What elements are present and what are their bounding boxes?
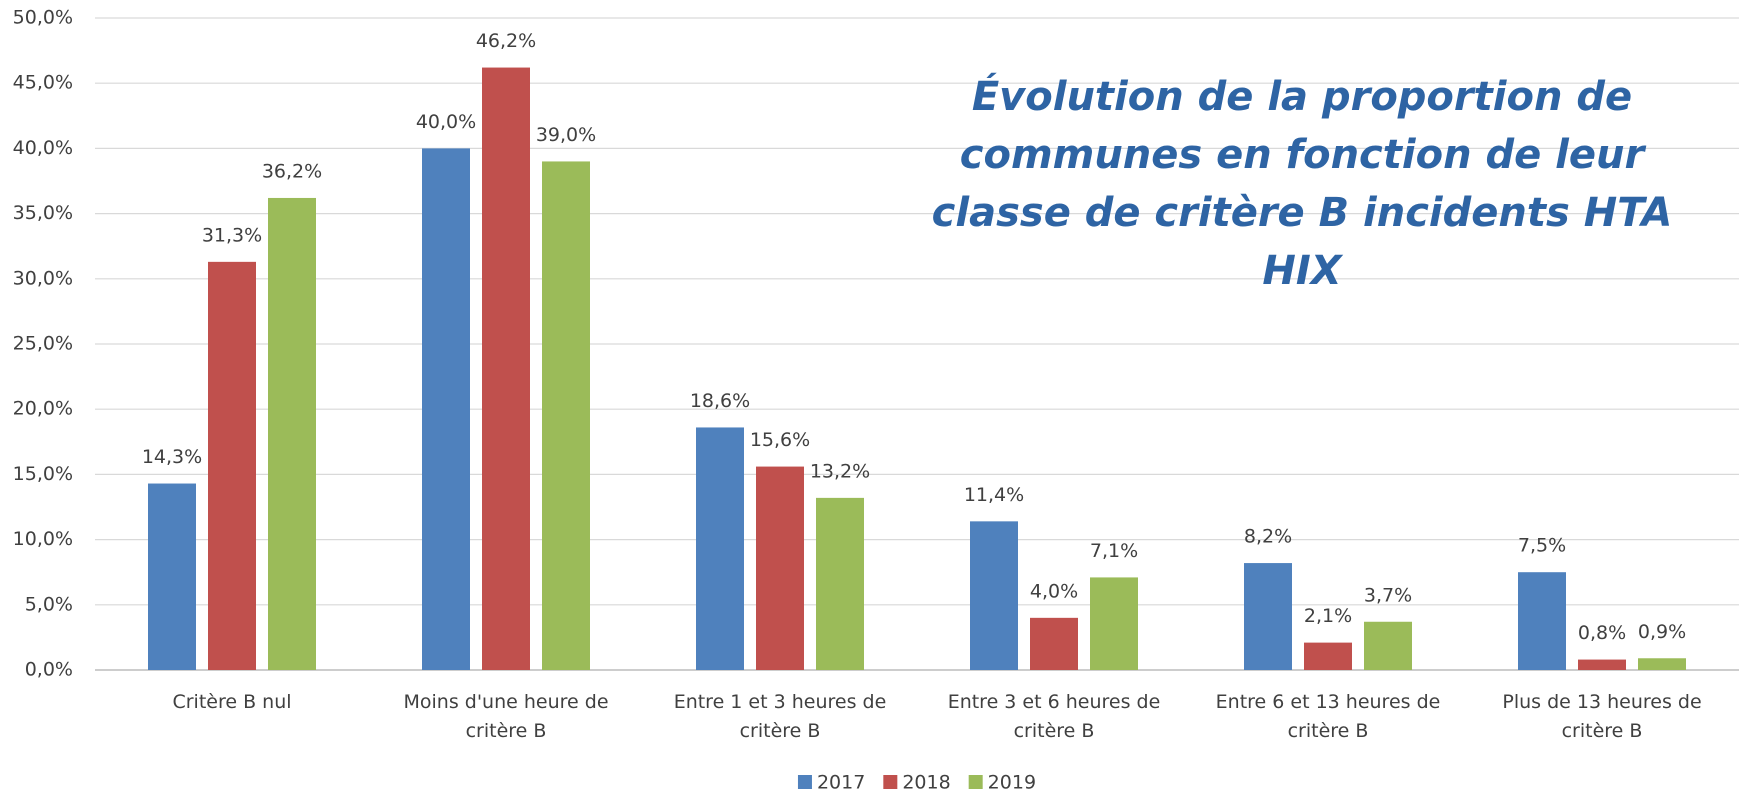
label-line: Critère B nul [172, 691, 291, 713]
bar [1638, 658, 1686, 670]
x-tick-label: Entre 3 et 6 heures de critère B [948, 691, 1161, 742]
label-line: Entre 3 et 6 heures de [948, 691, 1161, 713]
x-tick-label: Plus de 13 heures de critère B [1502, 691, 1701, 742]
bar [542, 161, 590, 670]
label-line: critère B [1562, 720, 1643, 742]
label-line: Moins d'une heure de [403, 691, 608, 713]
y-tick-label: 30,0% [13, 267, 73, 289]
chart-title: Évolution de la proportion de communes e… [931, 74, 1673, 294]
value-label: 0,9% [1638, 621, 1686, 643]
value-label: 0,8% [1578, 622, 1626, 644]
bar [268, 197, 316, 670]
value-label: 14,3% [142, 446, 202, 468]
y-tick-label: 10,0% [13, 528, 73, 550]
value-label: 4,0% [1030, 580, 1078, 602]
value-label: 13,2% [810, 460, 870, 482]
label-line: Entre 1 et 3 heures de [674, 691, 887, 713]
value-label: 7,1% [1090, 540, 1138, 562]
value-label: 8,2% [1244, 526, 1292, 548]
legend-label: 2018 [902, 772, 950, 791]
legend-label: 2019 [988, 772, 1036, 791]
bar [970, 521, 1018, 670]
value-label: 46,2% [476, 30, 536, 52]
bar [208, 261, 256, 670]
label-line: critère B [1014, 720, 1095, 742]
bar [1030, 617, 1078, 670]
y-tick-label: 35,0% [13, 202, 73, 224]
bar [1578, 659, 1626, 670]
bar [756, 466, 804, 670]
y-tick-label: 45,0% [13, 72, 73, 94]
bar [816, 497, 864, 670]
legend-swatch [797, 775, 812, 789]
value-label: 36,2% [262, 160, 322, 182]
bar [482, 67, 530, 670]
y-tick-label: 25,0% [13, 333, 73, 355]
bar [1244, 563, 1292, 670]
x-tick-label: Moins d'une heure de critère B [403, 691, 608, 742]
value-label: 39,0% [536, 124, 596, 146]
bar [696, 427, 744, 670]
y-tick-label: 40,0% [13, 137, 73, 159]
label-line: critère B [466, 720, 547, 742]
bar [1090, 577, 1138, 670]
value-label: 15,6% [750, 429, 810, 451]
legend-swatch [968, 775, 983, 789]
value-label: 18,6% [690, 390, 750, 412]
legend-swatch [883, 775, 898, 789]
x-tick-label: Entre 1 et 3 heures de critère B [674, 691, 887, 742]
x-tick-label: Entre 6 et 13 heures de critère B [1216, 691, 1441, 742]
bar [422, 148, 470, 670]
value-label: 11,4% [964, 484, 1024, 506]
label-line: critère B [1288, 720, 1369, 742]
y-tick-label: 5,0% [25, 593, 73, 615]
value-label: 7,5% [1518, 535, 1566, 557]
y-tick-label: 50,0% [13, 7, 73, 29]
y-tick-label: 20,0% [13, 398, 73, 420]
label-line: Entre 6 et 13 heures de [1216, 691, 1441, 713]
value-label: 31,3% [202, 224, 262, 246]
value-label: 3,7% [1364, 584, 1412, 606]
value-label: 2,1% [1304, 605, 1352, 627]
bar [148, 483, 196, 670]
y-tick-label: 15,0% [13, 463, 73, 485]
value-label: 40,0% [416, 111, 476, 133]
label-line: Plus de 13 heures de [1502, 691, 1701, 713]
bar [1518, 572, 1566, 670]
legend: 2017 2018 2019 [797, 772, 1036, 791]
x-tick-label: Critère B nul [172, 691, 291, 713]
legend-label: 2017 [817, 772, 865, 791]
y-tick-label: 0,0% [25, 659, 73, 681]
label-line: critère B [740, 720, 821, 742]
bar [1304, 642, 1352, 670]
bar [1364, 621, 1412, 670]
